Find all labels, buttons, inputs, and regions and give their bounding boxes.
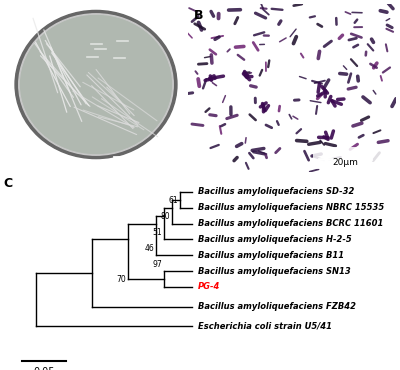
- Text: 0.05: 0.05: [33, 367, 55, 370]
- Text: 80: 80: [160, 212, 170, 221]
- Circle shape: [20, 16, 172, 154]
- Text: Bacillus amyloliquefaciens SD-32: Bacillus amyloliquefaciens SD-32: [198, 187, 354, 196]
- Text: B: B: [194, 9, 204, 22]
- Text: 2cm: 2cm: [126, 157, 149, 167]
- Text: Bacillus amyloliquefaciens BCRC 11601: Bacillus amyloliquefaciens BCRC 11601: [198, 219, 383, 228]
- Text: 51: 51: [152, 228, 162, 237]
- Text: 97: 97: [152, 260, 162, 269]
- Circle shape: [19, 14, 173, 155]
- Bar: [313, 147, 392, 169]
- Text: 61: 61: [168, 196, 178, 205]
- Text: C: C: [3, 177, 12, 190]
- Text: Bacillus amyloliquefaciens NBRC 15535: Bacillus amyloliquefaciens NBRC 15535: [198, 203, 384, 212]
- Text: Bacillus amyloliquefaciens FZB42: Bacillus amyloliquefaciens FZB42: [198, 302, 356, 311]
- Text: Escherichia coli strain U5/41: Escherichia coli strain U5/41: [198, 322, 332, 331]
- Text: A: A: [10, 9, 19, 22]
- Text: Bacillus amyloliquefaciens B11: Bacillus amyloliquefaciens B11: [198, 251, 344, 260]
- Text: 70: 70: [116, 276, 126, 285]
- Text: Bacillus amyloliquefaciens SN13: Bacillus amyloliquefaciens SN13: [198, 266, 351, 276]
- Text: PG-4: PG-4: [198, 282, 220, 291]
- Text: 20μm: 20μm: [332, 158, 358, 167]
- Text: Bacillus amyloliquefaciens H-2-5: Bacillus amyloliquefaciens H-2-5: [198, 235, 352, 244]
- Circle shape: [15, 10, 177, 159]
- Text: 46: 46: [144, 244, 154, 253]
